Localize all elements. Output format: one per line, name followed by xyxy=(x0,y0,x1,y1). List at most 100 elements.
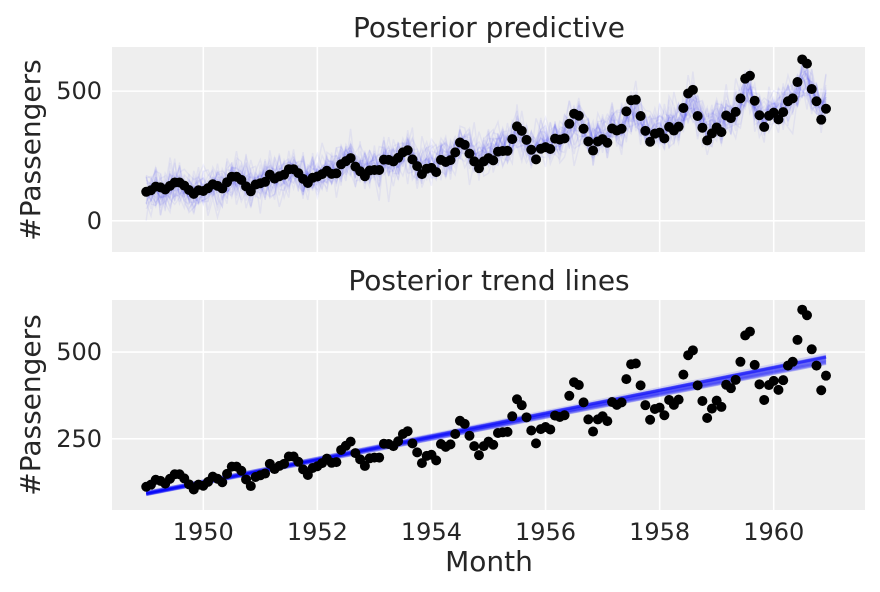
data-point xyxy=(716,127,727,138)
data-point xyxy=(583,414,594,425)
data-point xyxy=(502,426,513,437)
data-point xyxy=(792,77,803,88)
data-point xyxy=(402,145,413,156)
data-point xyxy=(464,148,475,159)
panel-posterior-predictive: Posterior predictive 0 500 #Passengers xyxy=(14,11,865,252)
data-point xyxy=(768,375,779,386)
data-point xyxy=(630,358,641,369)
data-point xyxy=(673,121,684,132)
data-point xyxy=(702,135,713,146)
data-point xyxy=(564,118,575,129)
data-point xyxy=(374,165,385,175)
y-axis-label: #Passengers xyxy=(14,314,47,496)
x-axis-label: Month xyxy=(445,545,533,578)
data-point xyxy=(412,161,423,172)
data-point xyxy=(469,441,480,452)
data-point xyxy=(416,458,427,469)
data-point xyxy=(773,114,784,125)
data-point xyxy=(445,439,456,450)
data-point xyxy=(787,93,798,104)
data-point xyxy=(816,114,827,125)
data-point xyxy=(279,458,290,469)
data-point xyxy=(801,58,812,69)
plot-area xyxy=(112,300,865,510)
data-point xyxy=(754,379,765,390)
data-point xyxy=(516,125,527,136)
data-point xyxy=(687,84,698,95)
data-point xyxy=(616,123,627,134)
data-point xyxy=(345,153,356,164)
data-point xyxy=(459,139,470,150)
data-point xyxy=(635,111,646,122)
data-point xyxy=(545,424,556,435)
data-point xyxy=(759,121,770,132)
posterior-sample-line xyxy=(146,69,827,209)
data-point xyxy=(583,136,594,147)
data-point xyxy=(260,468,271,479)
data-point xyxy=(811,96,822,107)
data-point xyxy=(545,143,556,154)
data-point xyxy=(359,460,370,471)
chart-title: Posterior trend lines xyxy=(348,264,629,297)
data-point xyxy=(778,375,789,386)
data-point xyxy=(588,426,599,437)
x-tick-label: 1954 xyxy=(401,518,462,546)
data-point xyxy=(393,436,404,447)
data-point xyxy=(706,403,717,414)
y-axis-label: #Passengers xyxy=(14,59,47,241)
data-point xyxy=(725,383,736,394)
data-point xyxy=(692,380,703,391)
data-point xyxy=(526,144,537,155)
x-tick-labels: 1950 1952 1954 1956 1958 1960 xyxy=(173,518,805,546)
data-point xyxy=(654,402,665,413)
y-tick-labels: 250 500 xyxy=(56,338,102,453)
y-tick-label: 0 xyxy=(87,207,102,235)
data-point xyxy=(778,107,789,118)
data-point xyxy=(735,356,746,367)
y-tick-labels: 0 500 xyxy=(56,77,102,235)
posterior-sample-line xyxy=(145,355,827,494)
data-point xyxy=(621,106,632,117)
data-point xyxy=(759,394,770,405)
grid-lines xyxy=(112,47,865,252)
x-tick-label: 1950 xyxy=(173,518,234,546)
posterior-sample-line xyxy=(145,355,827,495)
posterior-sample-line xyxy=(145,60,827,214)
data-point xyxy=(716,401,727,412)
data-point xyxy=(749,95,760,106)
data-point xyxy=(488,155,499,166)
data-point xyxy=(402,426,413,437)
data-point xyxy=(502,145,513,156)
data-point xyxy=(640,400,651,411)
data-point xyxy=(345,436,356,447)
data-point xyxy=(217,477,228,488)
data-point xyxy=(573,380,584,391)
data-point xyxy=(559,410,570,421)
data-point xyxy=(521,134,532,145)
data-point xyxy=(820,103,831,114)
data-point xyxy=(645,414,656,425)
data-point xyxy=(697,122,708,133)
data-point xyxy=(806,84,817,95)
data-point xyxy=(526,425,537,436)
data-point xyxy=(578,123,589,134)
data-point xyxy=(450,428,461,439)
data-point xyxy=(754,110,765,121)
data-point xyxy=(645,136,656,147)
posterior-sample-line xyxy=(145,71,827,204)
data-point xyxy=(621,374,632,385)
chart-title: Posterior predictive xyxy=(353,11,625,44)
data-point xyxy=(260,176,271,187)
y-tick-label: 500 xyxy=(56,338,102,366)
data-point xyxy=(744,70,755,81)
data-point xyxy=(687,345,698,356)
data-point xyxy=(730,374,741,385)
y-tick-label: 500 xyxy=(56,77,102,105)
data-point xyxy=(801,310,812,321)
data-point xyxy=(792,334,803,345)
data-point xyxy=(692,111,703,122)
x-tick-label: 1958 xyxy=(629,518,690,546)
data-point xyxy=(507,411,518,422)
data-point xyxy=(616,397,627,408)
data-point xyxy=(630,94,641,105)
